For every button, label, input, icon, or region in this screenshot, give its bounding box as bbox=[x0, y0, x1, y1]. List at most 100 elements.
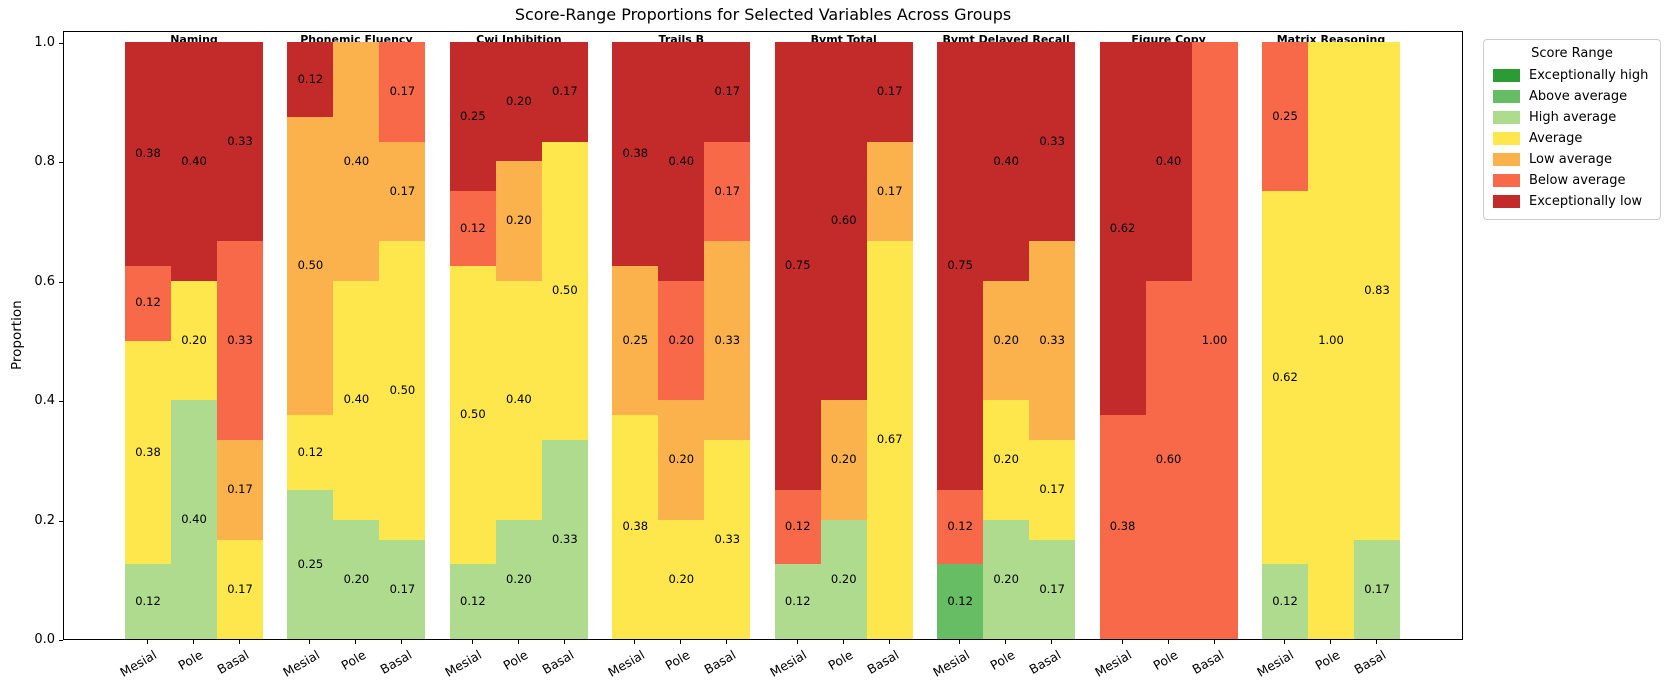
segment-average: 0.40 bbox=[333, 280, 380, 520]
segment-average: 0.67 bbox=[866, 241, 913, 639]
segment-value-label: 0.33 bbox=[227, 133, 253, 148]
segment-average: 0.50 bbox=[449, 265, 496, 565]
chart-title: Score-Range Proportions for Selected Var… bbox=[514, 5, 1012, 24]
segment-high-average: 0.12 bbox=[449, 564, 496, 639]
segment-value-label: 0.40 bbox=[1155, 153, 1182, 168]
x-tick bbox=[959, 640, 960, 644]
x-tick-label-basal: Basal bbox=[701, 647, 739, 677]
bar-bvmt-delayed-recall-basal: 0.17 0.17 0.33 0.33 bbox=[1029, 32, 1076, 639]
x-tick-label-mesial: Mesial bbox=[605, 647, 647, 680]
x-tick bbox=[355, 640, 356, 644]
segment-below-average: 0.17 bbox=[704, 141, 751, 241]
segment-value-label: 0.40 bbox=[181, 153, 207, 168]
segment-value-label: 0.12 bbox=[460, 220, 486, 235]
x-tick bbox=[1214, 640, 1215, 644]
segment-value-label: 0.50 bbox=[389, 382, 416, 397]
bar-figure-copy-pole: 0.60 0.40 bbox=[1145, 32, 1192, 639]
segment-exceptionally-low: 0.40 bbox=[983, 42, 1030, 281]
segment-value-label: 0.20 bbox=[668, 452, 695, 467]
segment-value-label: 0.20 bbox=[506, 571, 532, 586]
plot-area: Naming 0.12 0.38 0.12 0.38 0.40 0.20 0.40 0.17 0.… bbox=[63, 31, 1463, 640]
segment-exceptionally-low: 0.38 bbox=[612, 42, 659, 266]
x-tick bbox=[309, 640, 310, 644]
segment-average: 0.40 bbox=[495, 280, 542, 520]
above-average-swatch-icon bbox=[1493, 90, 1520, 103]
x-tick bbox=[1376, 640, 1377, 644]
segment-below-average: 0.38 bbox=[1099, 415, 1146, 639]
x-tick-label-pole: Pole bbox=[662, 647, 693, 673]
segment-value-label: 0.20 bbox=[506, 213, 532, 228]
legend-entry-label: High average bbox=[1529, 110, 1617, 125]
segment-value-label: 0.50 bbox=[460, 407, 486, 422]
bar-figure-copy-mesial: 0.38 0.62 bbox=[1099, 32, 1146, 639]
bar-matrix-reasoning-mesial: 0.12 0.62 0.25 bbox=[1262, 32, 1308, 639]
segment-value-label: 0.20 bbox=[993, 452, 1019, 467]
segment-exceptionally-low: 0.17 bbox=[541, 42, 588, 142]
segment-exceptionally-low: 0.40 bbox=[1145, 42, 1192, 281]
segment-value-label: 0.12 bbox=[460, 593, 486, 608]
segment-average: 0.38 bbox=[612, 415, 659, 639]
x-tick-label-pole: Pole bbox=[825, 647, 856, 673]
segment-exceptionally-low: 0.33 bbox=[1029, 42, 1076, 241]
x-tick-label-pole: Pole bbox=[1150, 647, 1181, 673]
segment-value-label: 0.12 bbox=[297, 444, 324, 459]
segment-value-label: 0.12 bbox=[947, 593, 973, 608]
segment-value-label: 0.75 bbox=[947, 258, 973, 273]
segment-value-label: 0.33 bbox=[227, 332, 253, 347]
segment-average: 0.20 bbox=[171, 280, 217, 401]
segment-value-label: 0.33 bbox=[552, 531, 578, 546]
segment-high-average: 0.17 bbox=[1354, 539, 1400, 639]
bar-matrix-reasoning-pole: 1.00 bbox=[1308, 32, 1354, 639]
segment-below-average: 1.00 bbox=[1191, 42, 1238, 639]
segment-value-label: 0.38 bbox=[135, 146, 161, 161]
x-tick bbox=[1122, 640, 1123, 644]
segment-value-label: 0.20 bbox=[830, 571, 857, 586]
bar-cwi-inhibition-mesial: 0.12 0.50 0.12 0.25 bbox=[449, 32, 496, 639]
segment-value-label: 0.38 bbox=[1109, 519, 1136, 534]
x-tick bbox=[843, 640, 844, 644]
segment-value-label: 0.38 bbox=[622, 519, 649, 534]
bar-naming-pole: 0.40 0.20 0.40 bbox=[171, 32, 217, 639]
segment-low-average: 0.20 bbox=[658, 400, 705, 520]
segment-average: 0.20 bbox=[983, 400, 1030, 520]
segment-value-label: 0.20 bbox=[993, 571, 1019, 586]
segment-exceptionally-low: 0.33 bbox=[217, 42, 263, 241]
segment-value-label: 0.40 bbox=[343, 392, 370, 407]
y-tick-label: 0.8 bbox=[34, 154, 55, 169]
segment-value-label: 0.83 bbox=[1364, 283, 1390, 297]
segment-value-label: 0.17 bbox=[552, 84, 578, 98]
legend-entry-label: Low average bbox=[1529, 152, 1612, 167]
legend-entries: Exceptionally high Above average High aver… bbox=[1493, 65, 1651, 212]
x-tick bbox=[193, 640, 194, 644]
segment-exceptionally-low: 0.17 bbox=[866, 42, 913, 142]
segment-high-average: 0.17 bbox=[379, 539, 426, 639]
segment-exceptionally-low: 0.75 bbox=[937, 41, 984, 490]
bar-trails-b-pole: 0.20 0.20 0.20 0.40 bbox=[658, 32, 705, 639]
segment-value-label: 0.12 bbox=[784, 519, 811, 534]
segment-value-label: 0.40 bbox=[343, 153, 370, 168]
segment-value-label: 0.17 bbox=[1039, 482, 1065, 496]
x-tick-label-mesial: Mesial bbox=[929, 647, 972, 680]
segment-value-label: 0.40 bbox=[668, 153, 695, 168]
bar-trails-b-basal: 0.33 0.33 0.17 0.17 bbox=[704, 32, 751, 639]
exceptionally-low-swatch-icon bbox=[1493, 195, 1520, 208]
segment-value-label: 0.20 bbox=[668, 571, 695, 586]
segment-exceptionally-low: 0.17 bbox=[704, 42, 751, 142]
x-tick bbox=[564, 640, 565, 644]
legend-entry-label: Exceptionally low bbox=[1529, 194, 1643, 209]
segment-low-average: 0.20 bbox=[820, 400, 867, 520]
segment-below-average: 0.12 bbox=[937, 489, 984, 565]
segment-value-label: 1.00 bbox=[1318, 332, 1344, 347]
segment-average: 1.00 bbox=[1308, 42, 1354, 639]
segment-low-average: 0.50 bbox=[287, 116, 334, 416]
segment-average: 0.17 bbox=[217, 539, 263, 639]
segment-value-label: 0.33 bbox=[1039, 133, 1065, 148]
segment-value-label: 0.25 bbox=[297, 556, 324, 571]
y-tick-label: 0.2 bbox=[34, 513, 55, 528]
x-tick bbox=[472, 640, 473, 644]
legend-entry-low-average: Low average bbox=[1493, 149, 1651, 170]
x-tick-label-basal: Basal bbox=[1026, 647, 1064, 677]
segment-value-label: 0.17 bbox=[389, 84, 416, 98]
segment-value-label: 0.20 bbox=[993, 332, 1019, 347]
y-tick bbox=[59, 162, 63, 163]
